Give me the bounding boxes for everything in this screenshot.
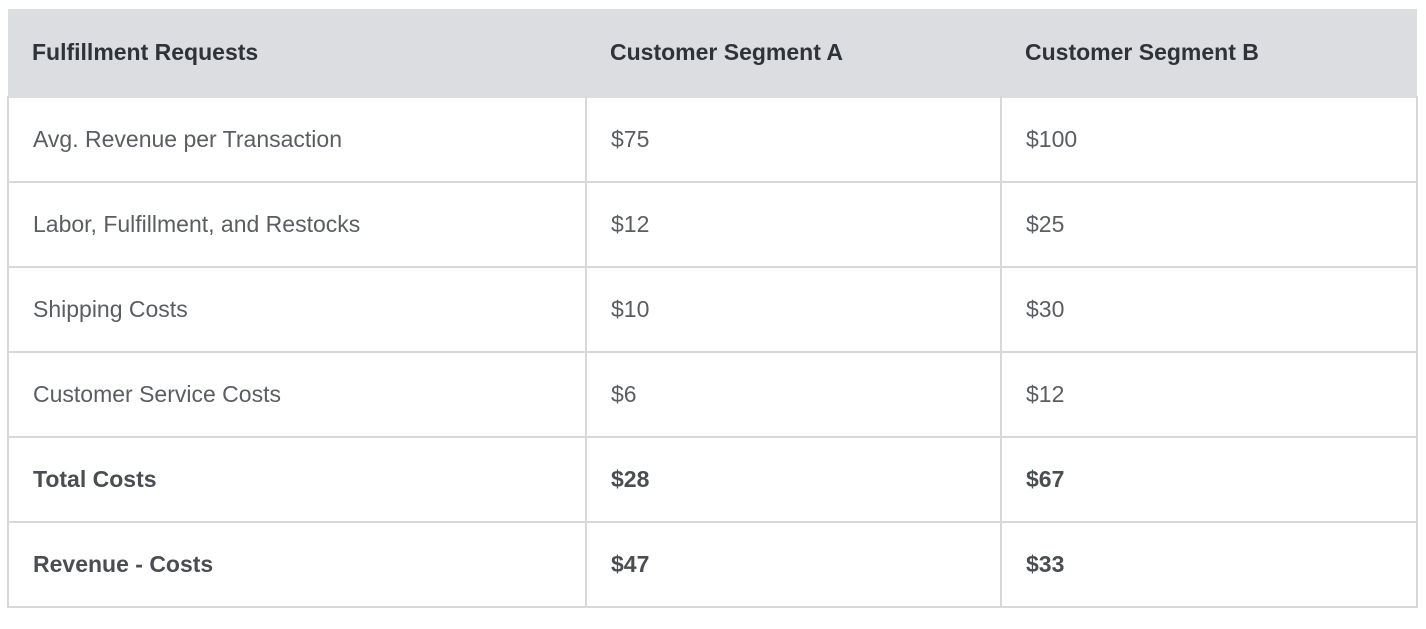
- segment-b-value: $100: [1000, 96, 1418, 183]
- row-label: Total Costs: [7, 436, 587, 523]
- segment-a-value: $28: [585, 436, 1002, 523]
- segment-b-value: $67: [1000, 436, 1418, 523]
- header-fulfillment-requests: Fulfillment Requests: [8, 9, 586, 97]
- row-label: Shipping Costs: [7, 266, 587, 353]
- fulfillment-cost-table: Fulfillment Requests Customer Segment A …: [7, 9, 1418, 608]
- table-header-row: Fulfillment Requests Customer Segment A …: [8, 9, 1417, 97]
- table-row: Customer Service Costs $6 $12: [7, 351, 1418, 438]
- header-segment-a: Customer Segment A: [586, 9, 1001, 97]
- segment-b-value: $33: [1000, 521, 1418, 608]
- table-row: Shipping Costs $10 $30: [7, 266, 1418, 353]
- segment-b-value: $12: [1000, 351, 1418, 438]
- segment-a-value: $12: [585, 181, 1002, 268]
- segment-a-value: $47: [585, 521, 1002, 608]
- segment-a-value: $6: [585, 351, 1002, 438]
- row-label: Labor, Fulfillment, and Restocks: [7, 181, 587, 268]
- revenue-minus-costs-row: Revenue - Costs $47 $33: [7, 521, 1418, 608]
- row-label: Revenue - Costs: [7, 521, 587, 608]
- segment-a-value: $75: [585, 96, 1002, 183]
- row-label: Avg. Revenue per Transaction: [7, 96, 587, 183]
- row-label: Customer Service Costs: [7, 351, 587, 438]
- segment-a-value: $10: [585, 266, 1002, 353]
- segment-b-value: $30: [1000, 266, 1418, 353]
- header-segment-b: Customer Segment B: [1001, 9, 1417, 97]
- table-row: Labor, Fulfillment, and Restocks $12 $25: [7, 181, 1418, 268]
- total-costs-row: Total Costs $28 $67: [7, 436, 1418, 523]
- table-row: Avg. Revenue per Transaction $75 $100: [7, 96, 1418, 183]
- segment-b-value: $25: [1000, 181, 1418, 268]
